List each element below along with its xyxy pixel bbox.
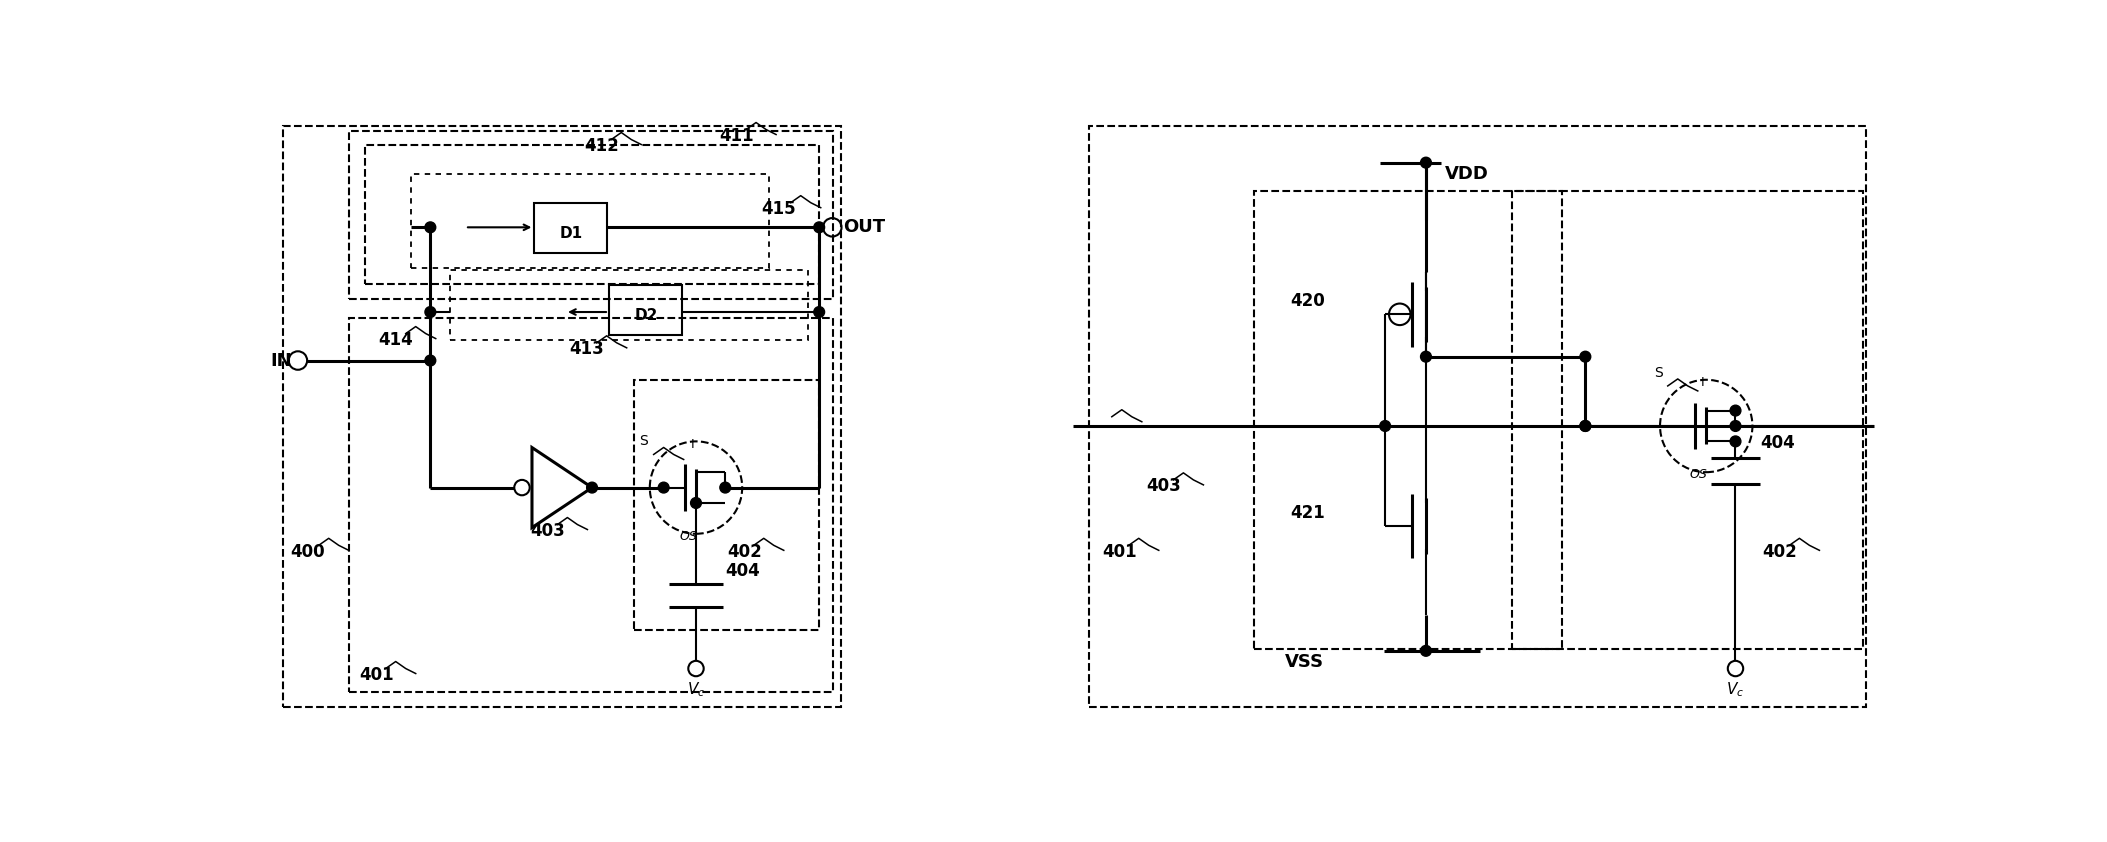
Circle shape <box>586 482 598 493</box>
Text: 403: 403 <box>531 522 565 540</box>
Text: IN: IN <box>270 351 291 370</box>
Circle shape <box>426 355 436 366</box>
Circle shape <box>426 222 436 232</box>
Text: 414: 414 <box>377 331 413 349</box>
Circle shape <box>1730 436 1740 447</box>
Text: 401: 401 <box>1102 543 1138 561</box>
Text: 415: 415 <box>761 200 796 218</box>
Text: OUT: OUT <box>843 218 885 237</box>
Bar <box>609 285 683 335</box>
Bar <box>350 131 832 299</box>
Text: S: S <box>638 434 649 448</box>
Text: 403: 403 <box>1146 477 1182 495</box>
Circle shape <box>1380 421 1391 431</box>
Circle shape <box>813 306 824 317</box>
Bar <box>282 125 841 707</box>
Text: I: I <box>691 438 693 450</box>
Text: 420: 420 <box>1289 292 1325 311</box>
Circle shape <box>813 222 824 232</box>
Text: OS: OS <box>678 530 697 543</box>
Bar <box>1089 125 1867 707</box>
Text: S: S <box>1654 365 1662 380</box>
Text: 411: 411 <box>718 127 754 145</box>
Circle shape <box>1730 405 1740 416</box>
Bar <box>365 145 820 284</box>
Circle shape <box>721 482 731 493</box>
Text: VDD: VDD <box>1445 165 1490 184</box>
Text: 404: 404 <box>725 562 761 580</box>
Circle shape <box>1420 157 1431 168</box>
Text: 401: 401 <box>360 666 394 684</box>
Bar <box>449 270 807 339</box>
Text: 402: 402 <box>727 543 761 561</box>
Text: I: I <box>1700 376 1705 389</box>
Circle shape <box>1580 421 1591 431</box>
Text: 421: 421 <box>1289 504 1325 522</box>
Text: 400: 400 <box>291 543 324 561</box>
Text: $V_c$: $V_c$ <box>687 680 706 700</box>
Circle shape <box>1420 646 1431 656</box>
Circle shape <box>426 306 436 317</box>
Circle shape <box>691 498 702 509</box>
Text: OS: OS <box>1690 468 1707 482</box>
Circle shape <box>657 482 670 493</box>
Bar <box>411 174 769 268</box>
Circle shape <box>1420 351 1431 362</box>
Text: 402: 402 <box>1761 543 1797 561</box>
Text: D2: D2 <box>634 308 657 323</box>
Text: D1: D1 <box>560 226 584 241</box>
Text: VSS: VSS <box>1285 653 1323 671</box>
Text: $V_c$: $V_c$ <box>1726 680 1745 700</box>
Text: 413: 413 <box>569 340 605 358</box>
Circle shape <box>1580 421 1591 431</box>
Bar <box>1254 191 1561 649</box>
Bar <box>535 203 607 253</box>
Circle shape <box>1580 351 1591 362</box>
Bar <box>634 380 820 630</box>
Bar <box>350 318 832 691</box>
Text: 404: 404 <box>1759 434 1795 452</box>
Bar <box>1513 191 1863 649</box>
Circle shape <box>1730 421 1740 431</box>
Text: 412: 412 <box>584 137 619 155</box>
